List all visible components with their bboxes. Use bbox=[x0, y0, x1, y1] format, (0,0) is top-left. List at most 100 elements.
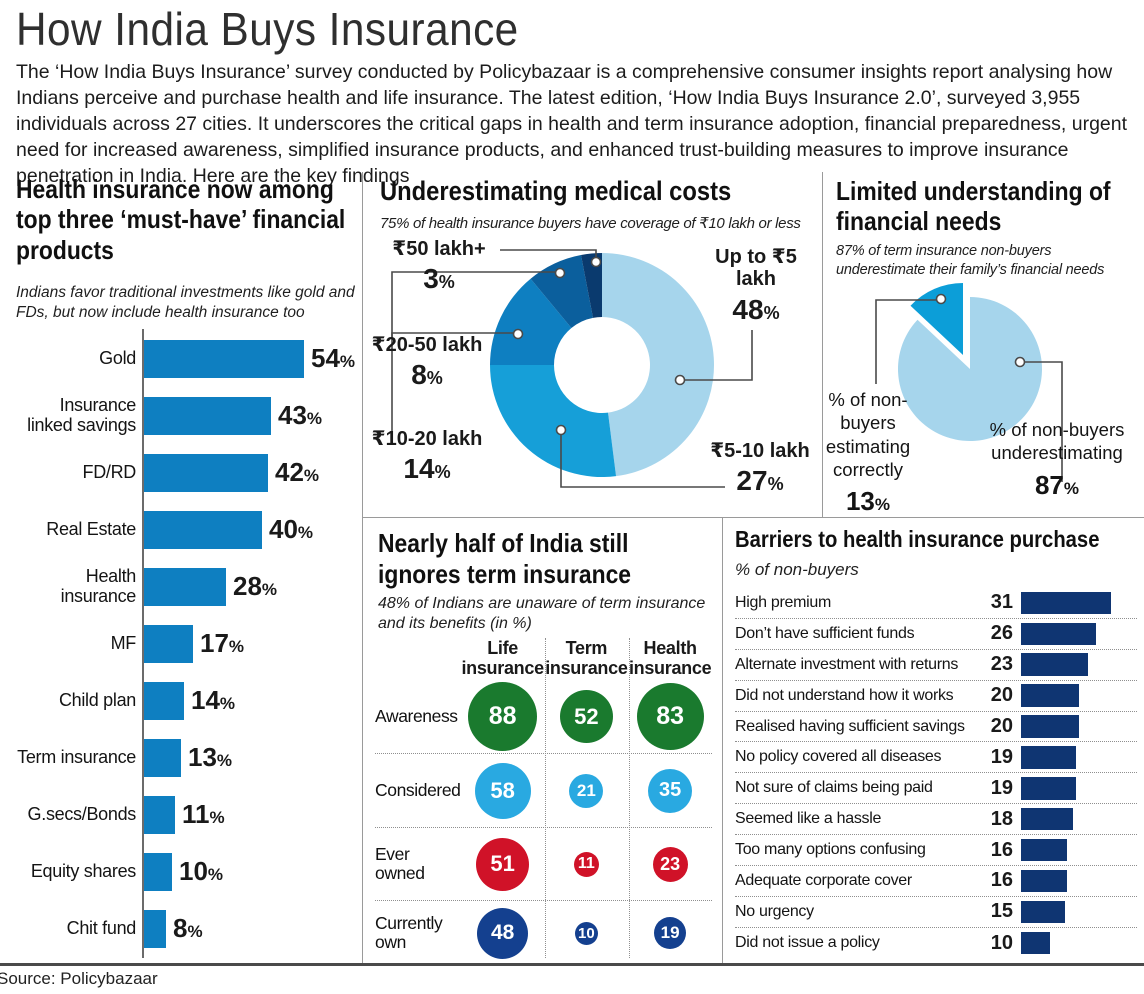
leader-line bbox=[391, 332, 514, 432]
bar-row: Child plan 14% bbox=[16, 672, 362, 729]
bar-value: 54% bbox=[311, 343, 356, 373]
bar-row: FD/RD 42% bbox=[16, 444, 362, 501]
panel-subtitle: 48% of Indians are unaware of term insur… bbox=[378, 595, 706, 632]
donut-label-20-50-lakh: ₹20-50 lakh 8% bbox=[371, 334, 483, 391]
bar-value: 42% bbox=[275, 457, 320, 487]
barrier-value: 19 bbox=[990, 745, 1013, 768]
pie-slice-main bbox=[898, 297, 1042, 441]
barrier-row: High premium 31 bbox=[735, 588, 1137, 619]
bar-row: MF 17% bbox=[16, 615, 362, 672]
bar bbox=[142, 681, 184, 720]
barrier-row: No policy covered all diseases 19 bbox=[735, 742, 1137, 774]
divider-vertical-bottomright bbox=[722, 517, 723, 966]
bar-category-label: G.secs/Bonds bbox=[27, 803, 137, 824]
panel-title: Barriers to health insurance purchase bbox=[735, 526, 1100, 552]
leader-line bbox=[1025, 361, 1063, 482]
intro-paragraph: The ‘How India Buys Insurance’ survey co… bbox=[16, 61, 1128, 187]
barrier-row: Seemed like a hassle 18 bbox=[735, 804, 1137, 836]
bar-value: 17% bbox=[200, 628, 245, 658]
bar bbox=[142, 909, 166, 948]
panel-subtitle: 87% of term insurance non-buyers underes… bbox=[836, 243, 1105, 278]
barrier-value: 20 bbox=[990, 715, 1013, 737]
barrier-value: 18 bbox=[990, 807, 1013, 830]
barrier-bar bbox=[1021, 777, 1077, 800]
barrier-bar bbox=[1021, 931, 1050, 955]
donut-segment bbox=[581, 253, 602, 318]
bar-category-label: Real Estate bbox=[46, 518, 136, 539]
matrix-column-divider bbox=[629, 638, 630, 958]
bar bbox=[142, 339, 304, 378]
leader-line bbox=[500, 249, 597, 259]
matrix-row: Ever owned 51 11 23 bbox=[375, 828, 712, 901]
divider-horizontal-middle bbox=[362, 517, 1144, 518]
panel-subtitle: % of non-buyers bbox=[735, 560, 859, 579]
bar-category-label: Term insurance bbox=[17, 746, 136, 767]
donut-segment bbox=[490, 365, 617, 477]
leader-line bbox=[391, 271, 556, 338]
donut-segment bbox=[530, 254, 594, 329]
bar-row: Equity shares 10% bbox=[16, 843, 362, 900]
panel-title: Underestimating medical costs bbox=[380, 176, 732, 206]
divider-vertical-left bbox=[362, 172, 363, 966]
barrier-bar bbox=[1021, 807, 1074, 831]
value-circle: 23 bbox=[652, 846, 688, 882]
bar bbox=[142, 795, 175, 834]
matrix-column-divider bbox=[545, 638, 546, 958]
value-circle: 11 bbox=[573, 851, 599, 877]
barrier-value: 20 bbox=[990, 684, 1013, 707]
bar bbox=[142, 453, 268, 492]
barrier-label: High premium bbox=[735, 593, 831, 611]
value-circle: 83 bbox=[636, 683, 704, 750]
value-circle: 51 bbox=[476, 837, 530, 891]
value-circle: 19 bbox=[654, 917, 687, 949]
barrier-bar bbox=[1021, 900, 1065, 924]
barrier-label: Seemed like a hassle bbox=[735, 810, 882, 828]
panel-title: Limited understanding of financial needs bbox=[836, 176, 1111, 237]
bar-value: 10% bbox=[179, 856, 224, 886]
pie-label-underestimating: % of non-buyers underestimating 87% bbox=[989, 419, 1125, 500]
bar bbox=[142, 567, 226, 606]
bar-row: Term insurance 13% bbox=[16, 729, 362, 786]
barrier-row: Don’t have sufficient funds 26 bbox=[735, 619, 1137, 650]
bar-category-label: MF bbox=[110, 632, 137, 653]
footer-rule bbox=[0, 963, 1144, 966]
barrier-bar bbox=[1021, 869, 1068, 893]
bar bbox=[142, 852, 172, 891]
leader-dot bbox=[555, 424, 567, 436]
matrix-row-label: Ever owned bbox=[375, 843, 425, 883]
panel-title: Health insurance now among top three ‘mu… bbox=[16, 174, 346, 265]
matrix-row-label: Considered bbox=[375, 779, 461, 800]
column-header-life: Life insurance bbox=[461, 638, 544, 679]
bar-row: Chit fund 8% bbox=[16, 900, 362, 957]
bar bbox=[142, 624, 193, 663]
bar-row: Real Estate 40% bbox=[16, 501, 362, 558]
leader-dot bbox=[512, 328, 524, 340]
bar bbox=[142, 510, 262, 549]
barrier-value: 23 bbox=[990, 653, 1013, 676]
bar-chart-must-have: Gold 54% Insurance linked savings 43% FD… bbox=[16, 330, 362, 957]
barrier-bar bbox=[1021, 591, 1111, 615]
bar-category-label: Chit fund bbox=[66, 917, 137, 938]
barrier-label: Don’t have sufficient funds bbox=[735, 624, 915, 642]
leader-line bbox=[684, 330, 753, 381]
matrix-row: Awareness 88 52 83 bbox=[375, 680, 712, 754]
pie-slice-exploded bbox=[910, 283, 963, 355]
barrier-bar bbox=[1021, 622, 1097, 646]
barrier-label: Did not issue a policy bbox=[735, 934, 880, 952]
value-circle: 88 bbox=[468, 682, 538, 751]
bar-row: G.secs/Bonds 11% bbox=[16, 786, 362, 843]
donut-label-5-10-lakh: ₹5-10 lakh 27% bbox=[710, 440, 810, 497]
matrix-row-label: Currently own bbox=[375, 912, 443, 952]
bar-category-label: FD/RD bbox=[82, 461, 137, 482]
barrier-label: Realised having sufficient savings bbox=[735, 717, 965, 735]
bar-chart-axis bbox=[142, 329, 144, 958]
value-circle: 21 bbox=[569, 773, 604, 808]
barrier-label: Adequate corporate cover bbox=[735, 871, 912, 889]
matrix-column-headers: Life insurance Term insurance Health ins… bbox=[375, 638, 712, 678]
leader-dot bbox=[935, 293, 947, 305]
bar-value: 43% bbox=[278, 400, 323, 430]
bar-chart-barriers: High premium 31 Don’t have sufficient fu… bbox=[735, 588, 1137, 959]
bar-value: 8% bbox=[173, 913, 203, 943]
barrier-value: 10 bbox=[990, 931, 1013, 954]
barrier-row: Realised having sufficient savings 20 bbox=[735, 712, 1137, 743]
